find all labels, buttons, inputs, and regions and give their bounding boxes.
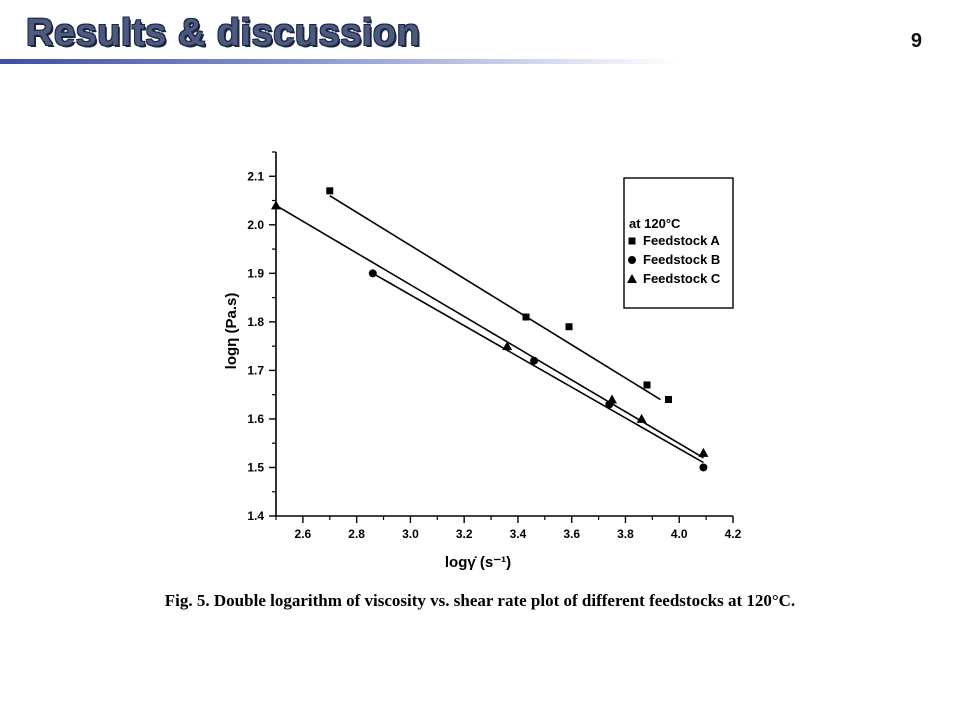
feedstock-b-point <box>530 356 539 365</box>
y-tick-label: 1.4 <box>247 509 264 523</box>
y-tick-label: 1.7 <box>247 363 264 377</box>
feedstock-c-point <box>636 413 647 423</box>
y-axis-title: logη (Pa.s) <box>223 293 240 370</box>
chart-legend: at 120°C Feedstock A Feedstock B Feedstock … <box>623 177 734 309</box>
legend-box <box>623 177 734 309</box>
y-tick-label: 1.5 <box>247 460 264 474</box>
x-tick-label: 3.0 <box>402 527 419 541</box>
x-tick-label: 4.2 <box>725 527 742 541</box>
legend-entry: Feedstock B <box>643 252 720 267</box>
x-tick-label: 2.6 <box>295 527 312 541</box>
feedstock-a-point <box>326 187 334 195</box>
x-tick-label: 3.2 <box>456 527 473 541</box>
feedstock-b-point <box>699 463 708 472</box>
feedstock-b-point <box>368 269 377 278</box>
x-tick-label: 3.6 <box>563 527 580 541</box>
feedstock-a-point <box>664 396 672 404</box>
slide-title: Results & discussion <box>26 12 421 54</box>
y-tick-label: 1.9 <box>247 266 264 280</box>
legend-entry: Feedstock C <box>643 271 721 286</box>
feedstock-c-point <box>607 394 618 404</box>
data-points <box>271 187 709 472</box>
feedstock-c-point <box>271 200 281 210</box>
fit-lines <box>275 194 704 464</box>
feedstock-c-point <box>502 341 513 351</box>
y-tick-label: 2.0 <box>247 218 264 232</box>
feedstock-c-fit-line <box>275 204 704 459</box>
chart-axes: 1.4 1.5 1.6 1.7 1.8 1.9 2.0 2.1 2.6 2.8 3.0 3.2 3.4 3… <box>247 151 742 541</box>
feedstock-a-point <box>565 323 573 331</box>
y-tick-label: 2.1 <box>247 169 264 183</box>
legend-entry: Feedstock A <box>643 233 720 248</box>
page-number: 9 <box>910 30 922 52</box>
x-axis-title: logγ̇ (s⁻¹) <box>445 554 511 571</box>
x-tick-label: 4.0 <box>671 527 688 541</box>
y-tick-label: 1.6 <box>247 412 264 426</box>
feedstock-a-point <box>522 313 530 321</box>
x-tick-label: 3.4 <box>510 527 527 541</box>
legend-marker <box>627 274 637 283</box>
legend-marker <box>628 256 636 264</box>
feedstock-b-fit-line <box>372 272 704 464</box>
feedstock-a-fit-line <box>329 194 661 401</box>
legend-title: at 120°C <box>629 216 681 231</box>
x-tick-label: 2.8 <box>348 527 365 541</box>
x-tick-label: 3.8 <box>617 527 634 541</box>
feedstock-c-point <box>698 447 709 457</box>
title-underline <box>0 59 680 64</box>
feedstock-a-point <box>643 381 651 389</box>
figure-caption: Fig. 5. Double logarithm of viscosity vs… <box>164 591 796 610</box>
y-tick-label: 1.8 <box>247 315 264 329</box>
legend-marker <box>628 237 636 245</box>
